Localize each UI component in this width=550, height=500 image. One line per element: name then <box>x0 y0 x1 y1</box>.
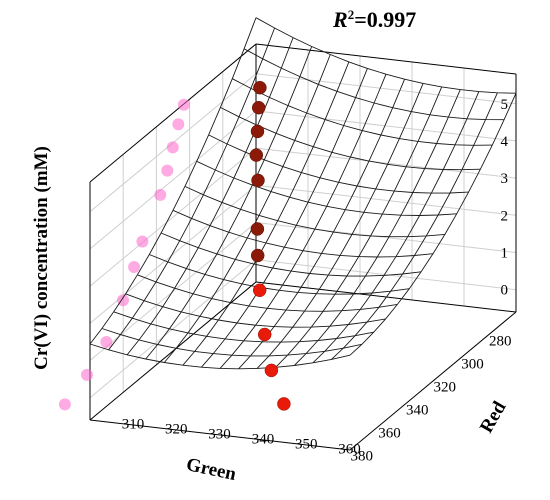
y-tick-label: 360 <box>338 442 361 458</box>
axes-box-edge <box>89 419 351 451</box>
data-point <box>251 173 265 188</box>
data-point <box>252 283 267 298</box>
point-shadow <box>58 398 71 411</box>
surface-mesh-line <box>349 93 517 356</box>
z-tick-label: 0 <box>501 283 509 299</box>
surface-mesh-line <box>126 37 294 356</box>
z-tick-label: 5 <box>501 97 509 113</box>
z-axis-title: Cr(VI) concentration (mM) <box>31 146 52 370</box>
point-shadow <box>81 368 93 381</box>
point-shadow <box>161 164 174 177</box>
data-point <box>277 397 291 411</box>
surface-mesh-line <box>331 92 498 360</box>
surface-mesh-line <box>208 134 469 194</box>
point-shadow <box>117 294 129 307</box>
surface-mesh-line <box>101 328 362 357</box>
axes-box-edge <box>349 311 517 451</box>
axes-box-edge <box>255 43 517 75</box>
z-tick-label: 2 <box>501 208 509 224</box>
back-wall-gridline <box>89 259 257 399</box>
point-shadow <box>136 235 149 248</box>
point-shadow <box>172 118 185 131</box>
x-tick-label: 380 <box>351 449 374 465</box>
x-tick-label: 320 <box>434 380 457 396</box>
surface-mesh-line <box>145 46 313 360</box>
r-squared-annotation: R2=0.997 <box>332 7 416 32</box>
back-wall-gridline <box>255 110 517 142</box>
back-wall-gridline <box>255 184 517 216</box>
data-point <box>250 222 265 236</box>
data-point <box>249 148 264 162</box>
surface-mesh-line <box>137 274 398 312</box>
fitted-surface-mesh <box>89 17 517 370</box>
x-axis-title: Green <box>184 454 238 485</box>
surface-mesh-line <box>149 254 410 295</box>
data-point <box>257 327 272 342</box>
y-tick-label: 340 <box>252 432 275 448</box>
z-tick-label: 4 <box>501 134 509 150</box>
point-shadow <box>128 261 141 273</box>
y-tick-label: 330 <box>208 427 231 443</box>
x-tick-label: 300 <box>461 357 484 373</box>
point-shadow <box>154 188 167 201</box>
surface-mesh-line <box>113 311 374 343</box>
data-point <box>253 80 267 95</box>
surface-mesh-line <box>201 68 368 368</box>
x-tick-label: 340 <box>406 403 429 419</box>
surface-mesh-line <box>243 48 505 121</box>
surface-mesh-line <box>163 54 331 363</box>
x-tick-label: 360 <box>378 426 401 442</box>
data-points <box>249 80 291 411</box>
back-gridlines <box>89 44 517 420</box>
point-shadow <box>166 141 179 154</box>
point-shadow <box>177 98 190 111</box>
back-wall-gridline <box>89 147 257 287</box>
data-point <box>251 100 266 115</box>
surface-mesh-line <box>182 61 350 366</box>
point-shadow <box>100 336 113 348</box>
z-tick-label: 1 <box>501 246 509 262</box>
surface-mesh-line <box>219 74 387 369</box>
surface-mesh-line <box>160 232 422 277</box>
surface-mesh-line <box>293 89 461 366</box>
x-tick-label: 280 <box>489 334 512 350</box>
y-tick-label: 350 <box>295 437 318 453</box>
surface-mesh-line <box>256 83 424 369</box>
data-point <box>264 363 279 378</box>
point-shadows <box>58 98 190 411</box>
back-wall-gridline <box>255 222 517 253</box>
surface-mesh-line <box>275 86 443 368</box>
surface-mesh-line <box>89 17 257 345</box>
back-wall-gridline <box>89 110 257 250</box>
data-point <box>250 124 265 139</box>
axes-box-edge <box>89 43 257 183</box>
data-point <box>250 248 265 263</box>
y-tick-label: 320 <box>165 422 188 438</box>
y-tick-label: 310 <box>122 417 145 433</box>
surface-mesh-line <box>312 91 480 364</box>
z-tick-label: 3 <box>501 171 509 187</box>
y-axis-title: Red <box>476 397 511 436</box>
back-wall-gridline <box>255 259 517 291</box>
back-wall-gridline <box>255 147 517 179</box>
surface-mesh-line <box>108 27 276 351</box>
